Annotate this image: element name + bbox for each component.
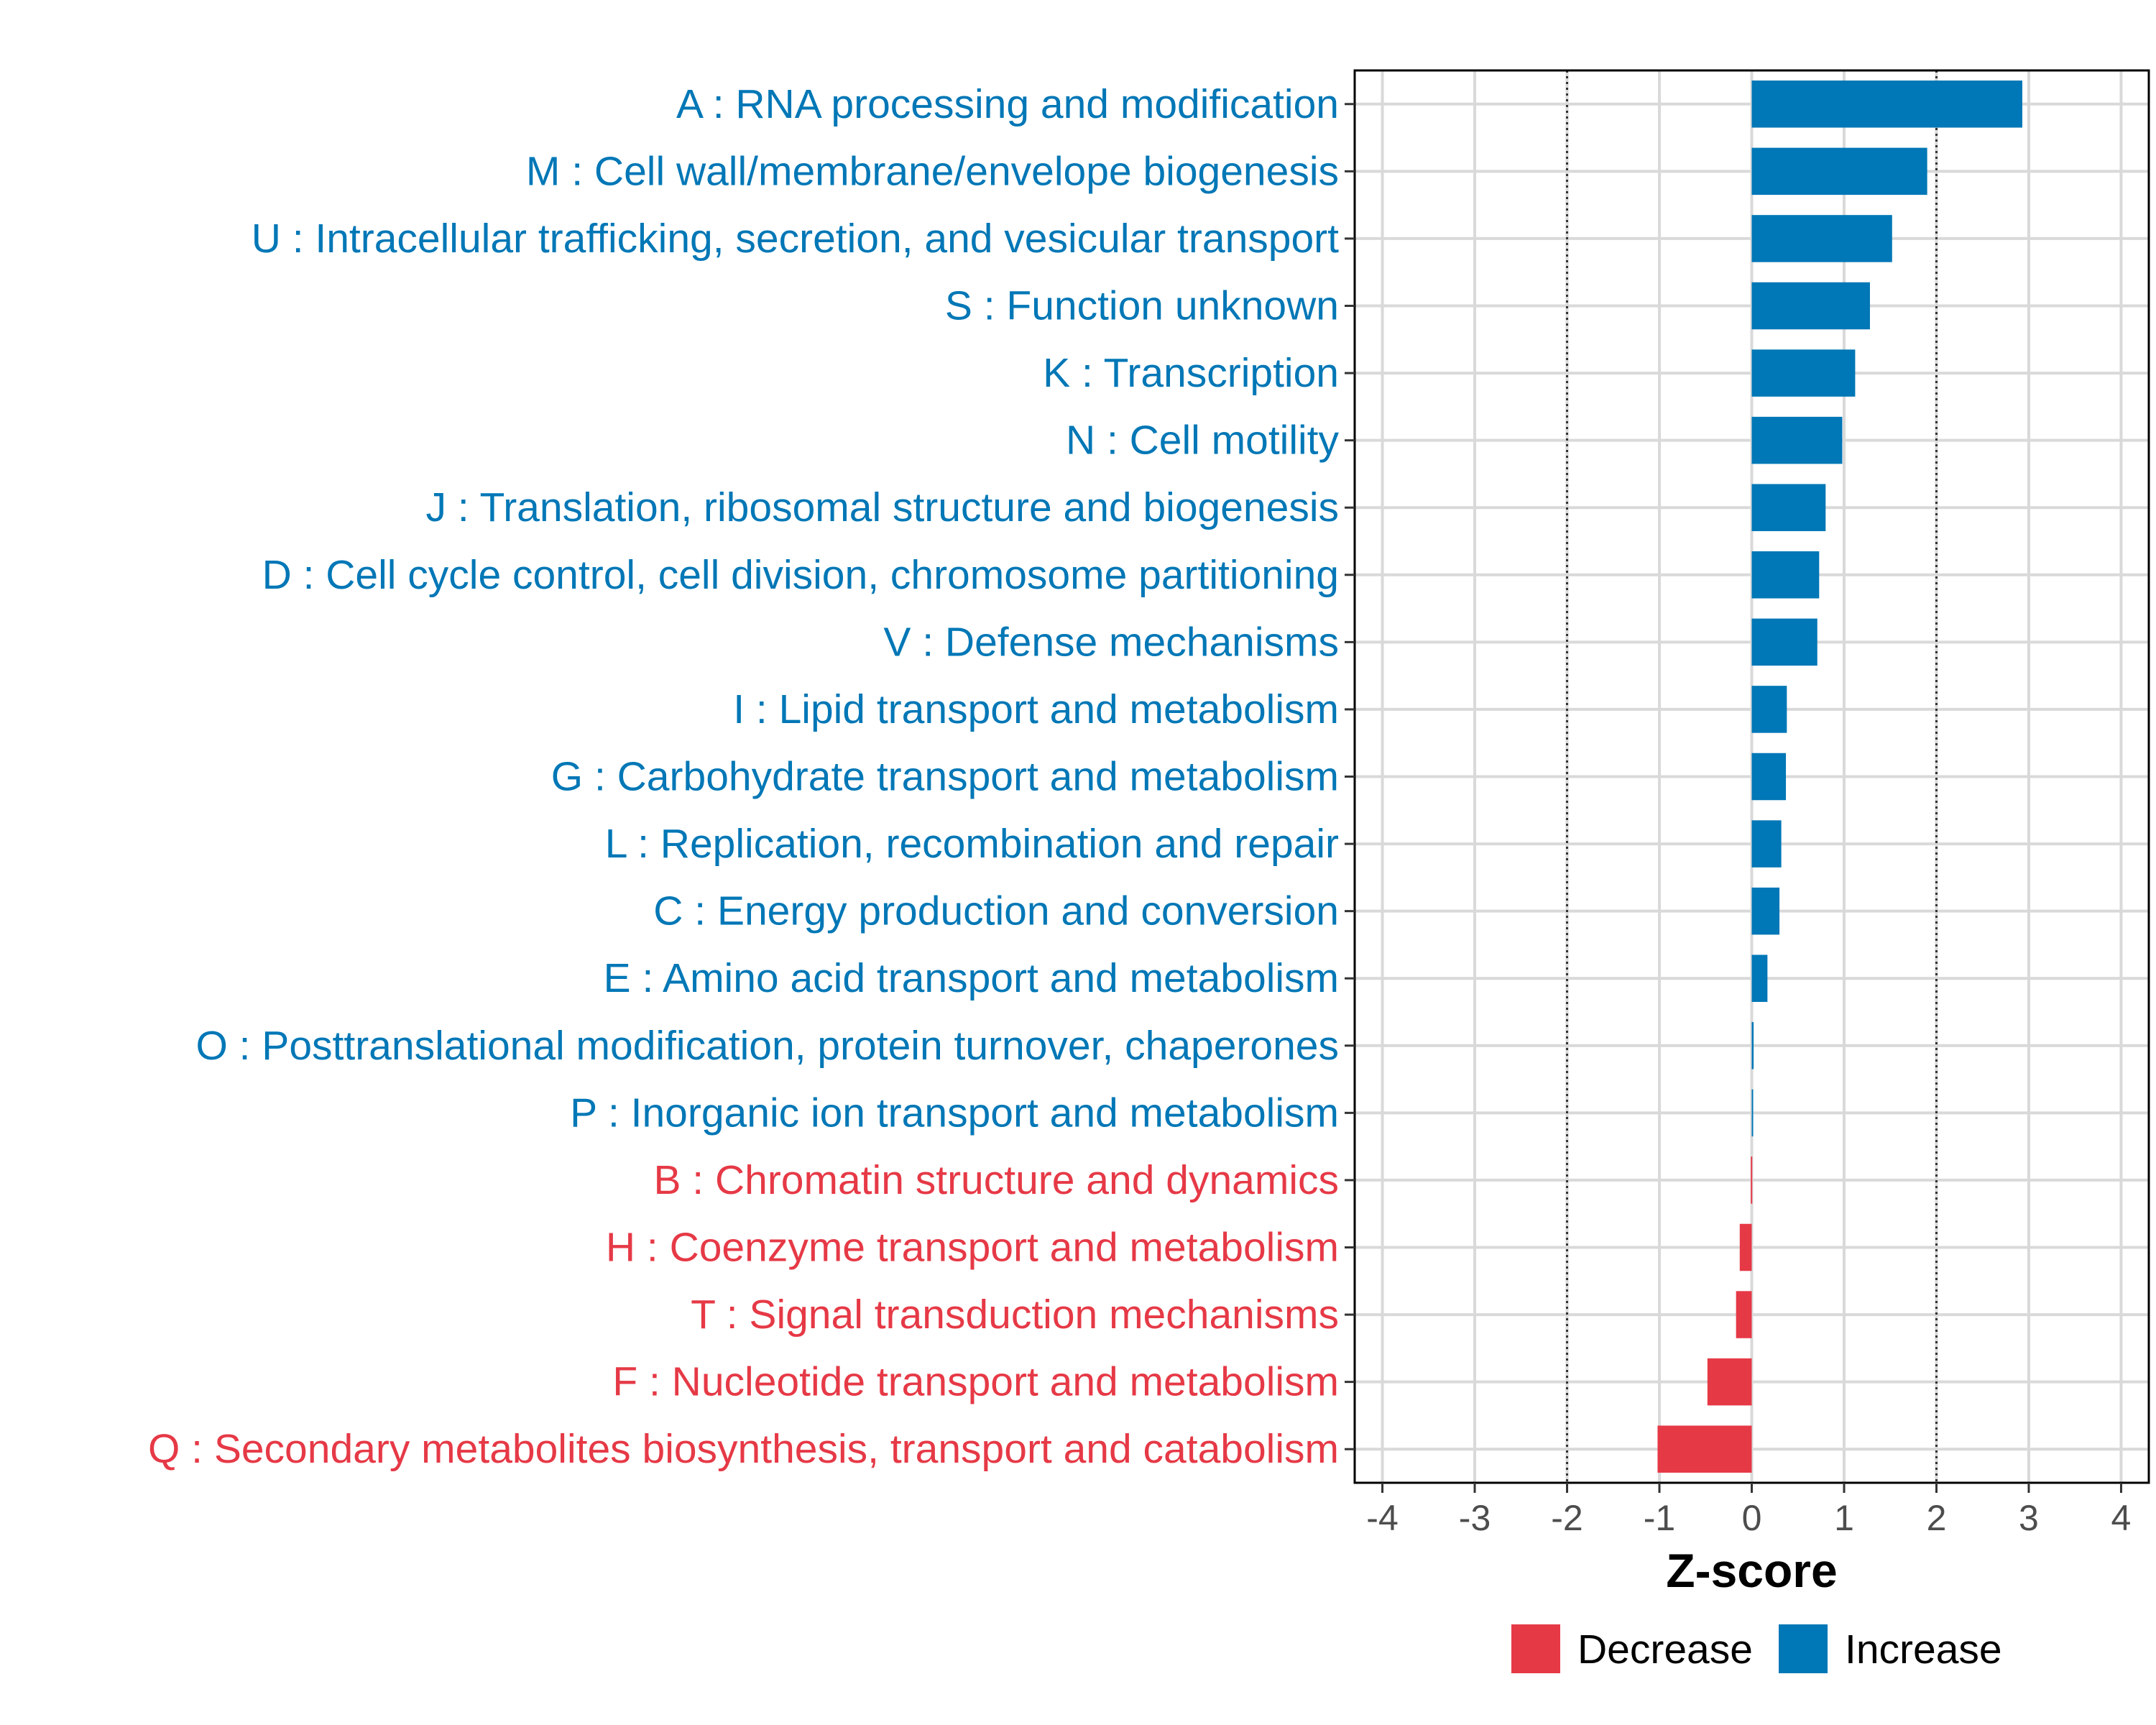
bar bbox=[1739, 1223, 1752, 1271]
bar bbox=[1751, 1156, 1753, 1204]
category-label: F : Nucleotide transport and metabolism bbox=[612, 1359, 1339, 1405]
x-tick-label: 1 bbox=[1834, 1498, 1854, 1538]
category-label: J : Translation, ribosomal structure and… bbox=[426, 484, 1339, 530]
x-axis-ticks bbox=[1381, 1483, 2122, 1493]
legend-label: Increase bbox=[1845, 1627, 2002, 1673]
bar bbox=[1751, 686, 1787, 733]
category-label: G : Carbohydrate transport and metabolis… bbox=[551, 754, 1339, 800]
category-label: H : Coenzyme transport and metabolism bbox=[606, 1225, 1339, 1271]
bar bbox=[1751, 1089, 1754, 1137]
x-axis-title: Z-score bbox=[1666, 1544, 1837, 1597]
bar bbox=[1751, 147, 1927, 196]
x-tick-label: -1 bbox=[1644, 1498, 1675, 1538]
bar bbox=[1751, 887, 1780, 935]
category-label: P : Inorganic ion transport and metaboli… bbox=[570, 1090, 1339, 1136]
x-tick-label: -2 bbox=[1551, 1498, 1583, 1538]
category-label: O : Posttranslational modification, prot… bbox=[195, 1023, 1339, 1069]
x-tick-label: 4 bbox=[2111, 1498, 2132, 1538]
category-label: A : RNA processing and modification bbox=[676, 81, 1339, 127]
bar bbox=[1751, 618, 1818, 666]
x-tick-label: 0 bbox=[1742, 1498, 1762, 1538]
category-label: K : Transcription bbox=[1043, 350, 1339, 396]
x-tick-label: -4 bbox=[1366, 1498, 1398, 1538]
bar bbox=[1751, 349, 1856, 397]
bar bbox=[1707, 1358, 1752, 1406]
bar bbox=[1736, 1291, 1752, 1338]
category-label: C : Energy production and conversion bbox=[653, 888, 1339, 934]
legend-label: Decrease bbox=[1577, 1627, 1753, 1673]
bar bbox=[1751, 820, 1782, 868]
x-tick-label: -3 bbox=[1459, 1498, 1491, 1538]
category-label: Q : Secondary metabolites biosynthesis, … bbox=[148, 1426, 1339, 1472]
category-label: U : Intracellular trafficking, secretion… bbox=[252, 216, 1339, 262]
legend: Decrease Increase bbox=[1511, 1624, 2002, 1673]
category-label: M : Cell wall/membrane/envelope biogenes… bbox=[526, 148, 1339, 194]
bar bbox=[1751, 753, 1787, 801]
category-label: V : Defense mechanisms bbox=[883, 619, 1339, 665]
category-label: N : Cell motility bbox=[1066, 418, 1340, 464]
bar bbox=[1751, 282, 1870, 330]
x-axis-tick-labels: -4 -3 -2 -1 0 1 2 3 4 bbox=[1366, 1498, 2131, 1538]
y-axis-ticks bbox=[1345, 103, 1355, 1450]
y-axis-labels: A : RNA processing and modification M : C… bbox=[148, 81, 1340, 1472]
category-label: E : Amino acid transport and metabolism bbox=[604, 955, 1339, 1001]
category-label: D : Cell cycle control, cell division, c… bbox=[262, 552, 1339, 598]
bar bbox=[1751, 416, 1843, 464]
category-label: L : Replication, recombination and repai… bbox=[605, 821, 1339, 867]
bar bbox=[1751, 215, 1892, 262]
category-label: S : Function unknown bbox=[945, 283, 1339, 329]
category-label: I : Lipid transport and metabolism bbox=[733, 686, 1339, 732]
bar bbox=[1751, 551, 1820, 599]
category-label: B : Chromatin structure and dynamics bbox=[653, 1157, 1339, 1203]
bar bbox=[1751, 80, 2022, 128]
legend-swatch bbox=[1779, 1624, 1828, 1673]
x-tick-label: 2 bbox=[1927, 1498, 1947, 1538]
bar bbox=[1751, 954, 1768, 1002]
category-label: T : Signal transduction mechanisms bbox=[691, 1292, 1339, 1338]
legend-swatch bbox=[1511, 1624, 1560, 1673]
x-tick-label: 3 bbox=[2019, 1498, 2039, 1538]
bar bbox=[1751, 1022, 1754, 1070]
bar bbox=[1751, 484, 1826, 531]
bar bbox=[1657, 1425, 1752, 1473]
bars bbox=[1657, 80, 2022, 1473]
